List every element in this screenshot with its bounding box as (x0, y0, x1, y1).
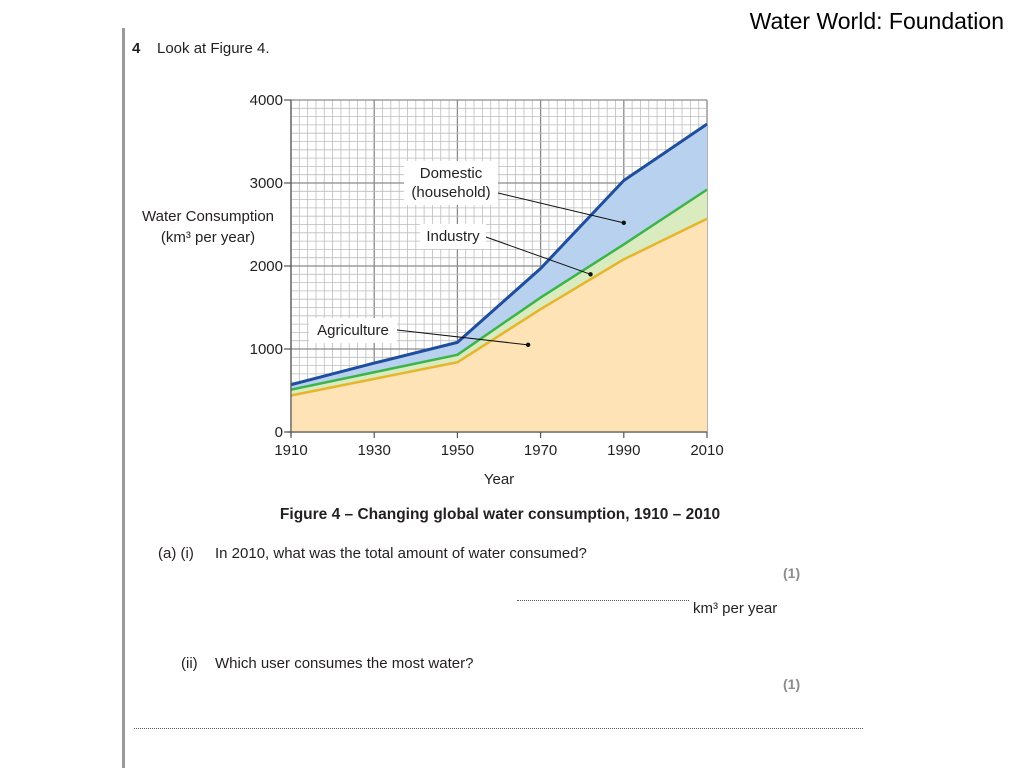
leader-dot (525, 342, 531, 348)
y-tick-label: 4000 (250, 92, 283, 109)
x-tick-label: 1990 (607, 442, 640, 459)
x-tick-label: 2010 (690, 442, 723, 459)
figure-caption: Figure 4 – Changing global water consump… (279, 506, 721, 523)
y-axis-label: Water Consumption (142, 208, 274, 225)
x-tick-label: 1930 (358, 442, 391, 459)
series-label: Agriculture (317, 322, 389, 339)
line-industry (290, 188, 708, 391)
answer-line-a-i[interactable] (517, 600, 689, 601)
question-intro: Look at Figure 4. (157, 40, 270, 57)
y-tick-label: 3000 (250, 175, 283, 192)
question-number: 4 (132, 40, 141, 57)
label-box (309, 318, 397, 343)
x-tick-label: 1970 (524, 442, 557, 459)
leader-line (497, 192, 624, 224)
line-domestic (290, 122, 708, 387)
x-tick-label: 1950 (441, 442, 474, 459)
series-label: (household) (411, 184, 490, 201)
part-a-ii-label: (ii) (181, 655, 198, 672)
part-a-i-question: In 2010, what was the total amount of wa… (215, 545, 587, 562)
label-box (404, 161, 498, 205)
part-a-i-marks: (1) (783, 565, 801, 581)
y-tick-label: 2000 (250, 258, 283, 275)
part-a-ii-marks: (1) (783, 676, 801, 692)
slide-title: Water World: Foundation (749, 8, 1004, 34)
line-agriculture (290, 217, 708, 397)
area-chart: 0 1000 2000 3000 4000 1910 1930 1950 1970 1990 201… (142, 92, 724, 488)
margin-line (122, 28, 125, 768)
y-tick-label: 1000 (250, 341, 283, 358)
x-tick-label: 1910 (274, 442, 307, 459)
part-a-ii-question: Which user consumes the most water? (215, 655, 474, 672)
series-label: Industry (426, 228, 480, 245)
answer-unit: km³ per year (693, 600, 778, 617)
label-box (420, 224, 486, 249)
leader-dot (621, 220, 626, 226)
leader-line (485, 236, 591, 275)
y-axis-label: (km³ per year) (161, 229, 255, 246)
leader-dot (588, 272, 593, 277)
part-a-i-label: (a) (i) (158, 545, 194, 562)
y-tick-label: 0 (275, 424, 283, 441)
x-axis-label: Year (484, 471, 514, 488)
leader-line (396, 329, 529, 346)
answer-line-a-ii[interactable] (134, 728, 863, 729)
series-label: Domestic (420, 165, 483, 182)
